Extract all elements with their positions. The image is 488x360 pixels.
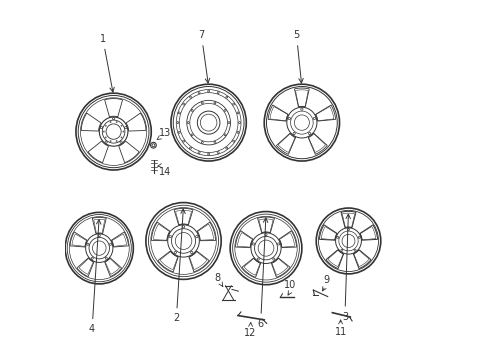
Text: 6: 6 (257, 218, 267, 329)
Text: 14: 14 (159, 167, 171, 177)
Text: 12: 12 (244, 328, 256, 338)
Text: 5: 5 (293, 30, 303, 83)
Text: 8: 8 (214, 273, 220, 283)
Text: 2: 2 (173, 209, 185, 323)
Text: 1: 1 (100, 34, 114, 92)
Text: 7: 7 (198, 30, 209, 83)
Text: 9: 9 (323, 275, 328, 285)
Text: 4: 4 (89, 220, 101, 334)
Text: 3: 3 (341, 214, 350, 321)
Text: 11: 11 (334, 327, 346, 337)
Text: 13: 13 (159, 128, 171, 138)
Text: 10: 10 (284, 280, 296, 290)
